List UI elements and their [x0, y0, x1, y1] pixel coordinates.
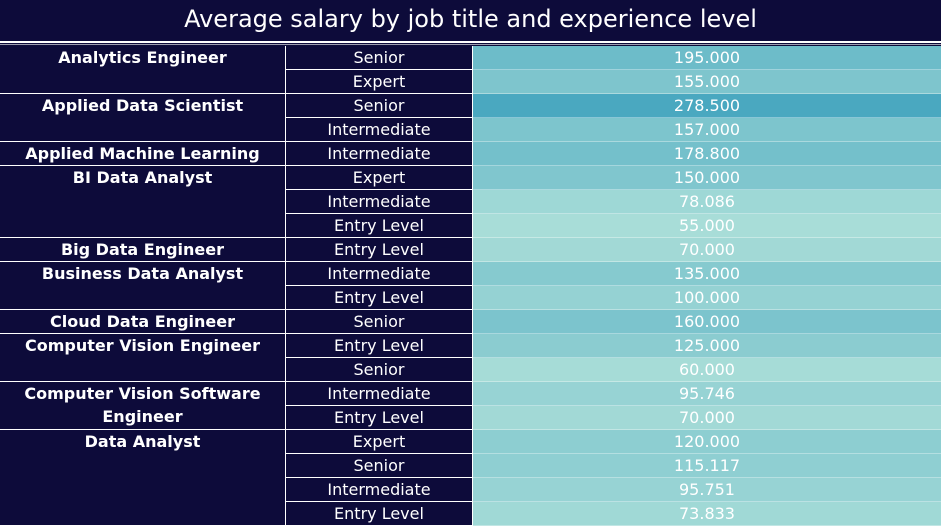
experience-level-cell: Entry Level — [285, 406, 473, 430]
salary-value-cell: 70.000 — [473, 238, 941, 262]
salary-value-cell: 135.000 — [473, 262, 941, 286]
experience-level-cell: Entry Level — [285, 238, 473, 262]
job-title-cell: Cloud Data Engineer — [0, 310, 285, 334]
salary-value-cell: 115.117 — [473, 454, 941, 478]
salary-value-cell: 95.746 — [473, 382, 941, 406]
title-divider-secondary — [0, 44, 941, 45]
job-title-cell: Applied Machine Learning Scienti.. — [0, 142, 285, 166]
salary-value-cell: 195.000 — [473, 46, 941, 70]
salary-value-cell: 178.800 — [473, 142, 941, 166]
experience-level-cell: Intermediate — [285, 262, 473, 286]
job-title-cell: Analytics Engineer — [0, 46, 285, 94]
experience-level-cell: Senior — [285, 94, 473, 118]
chart-title: Average salary by job title and experien… — [184, 5, 757, 33]
experience-level-cell: Intermediate — [285, 190, 473, 214]
experience-level-cell: Intermediate — [285, 142, 473, 166]
salary-table: Analytics Engineer Senior 195.000 Expert 155… — [0, 46, 941, 526]
experience-level-cell: Intermediate — [285, 478, 473, 502]
job-title-cell: Computer Vision Engineer — [0, 334, 285, 382]
salary-value-cell: 73.833 — [473, 502, 941, 526]
salary-value-cell: 60.000 — [473, 358, 941, 382]
experience-level-cell: Senior — [285, 46, 473, 70]
title-divider — [0, 41, 941, 43]
salary-value-cell: 78.086 — [473, 190, 941, 214]
salary-value-cell: 120.000 — [473, 430, 941, 454]
experience-level-cell: Senior — [285, 310, 473, 334]
job-title-cell: Business Data Analyst — [0, 262, 285, 310]
experience-level-cell: Entry Level — [285, 502, 473, 526]
salary-value-cell: 155.000 — [473, 70, 941, 94]
experience-level-cell: Expert — [285, 430, 473, 454]
experience-level-cell: Senior — [285, 358, 473, 382]
salary-value-cell: 150.000 — [473, 166, 941, 190]
experience-level-cell: Intermediate — [285, 118, 473, 142]
experience-level-cell: Senior — [285, 454, 473, 478]
salary-value-cell: 55.000 — [473, 214, 941, 238]
experience-level-cell: Entry Level — [285, 334, 473, 358]
salary-value-cell: 70.000 — [473, 406, 941, 430]
job-title-cell: Data Analyst — [0, 430, 285, 526]
job-title-cell: Computer Vision Software Engineer — [0, 382, 285, 430]
experience-level-cell: Expert — [285, 166, 473, 190]
job-title-cell: Big Data Engineer — [0, 238, 285, 262]
salary-value-cell: 278.500 — [473, 94, 941, 118]
job-title-cell: Applied Data Scientist — [0, 94, 285, 142]
job-title-cell: BI Data Analyst — [0, 166, 285, 238]
salary-value-cell: 125.000 — [473, 334, 941, 358]
experience-level-cell: Expert — [285, 70, 473, 94]
experience-level-cell: Entry Level — [285, 214, 473, 238]
salary-value-cell: 160.000 — [473, 310, 941, 334]
experience-level-cell: Intermediate — [285, 382, 473, 406]
salary-value-cell: 100.000 — [473, 286, 941, 310]
salary-value-cell: 157.000 — [473, 118, 941, 142]
experience-level-cell: Entry Level — [285, 286, 473, 310]
salary-value-cell: 95.751 — [473, 478, 941, 502]
